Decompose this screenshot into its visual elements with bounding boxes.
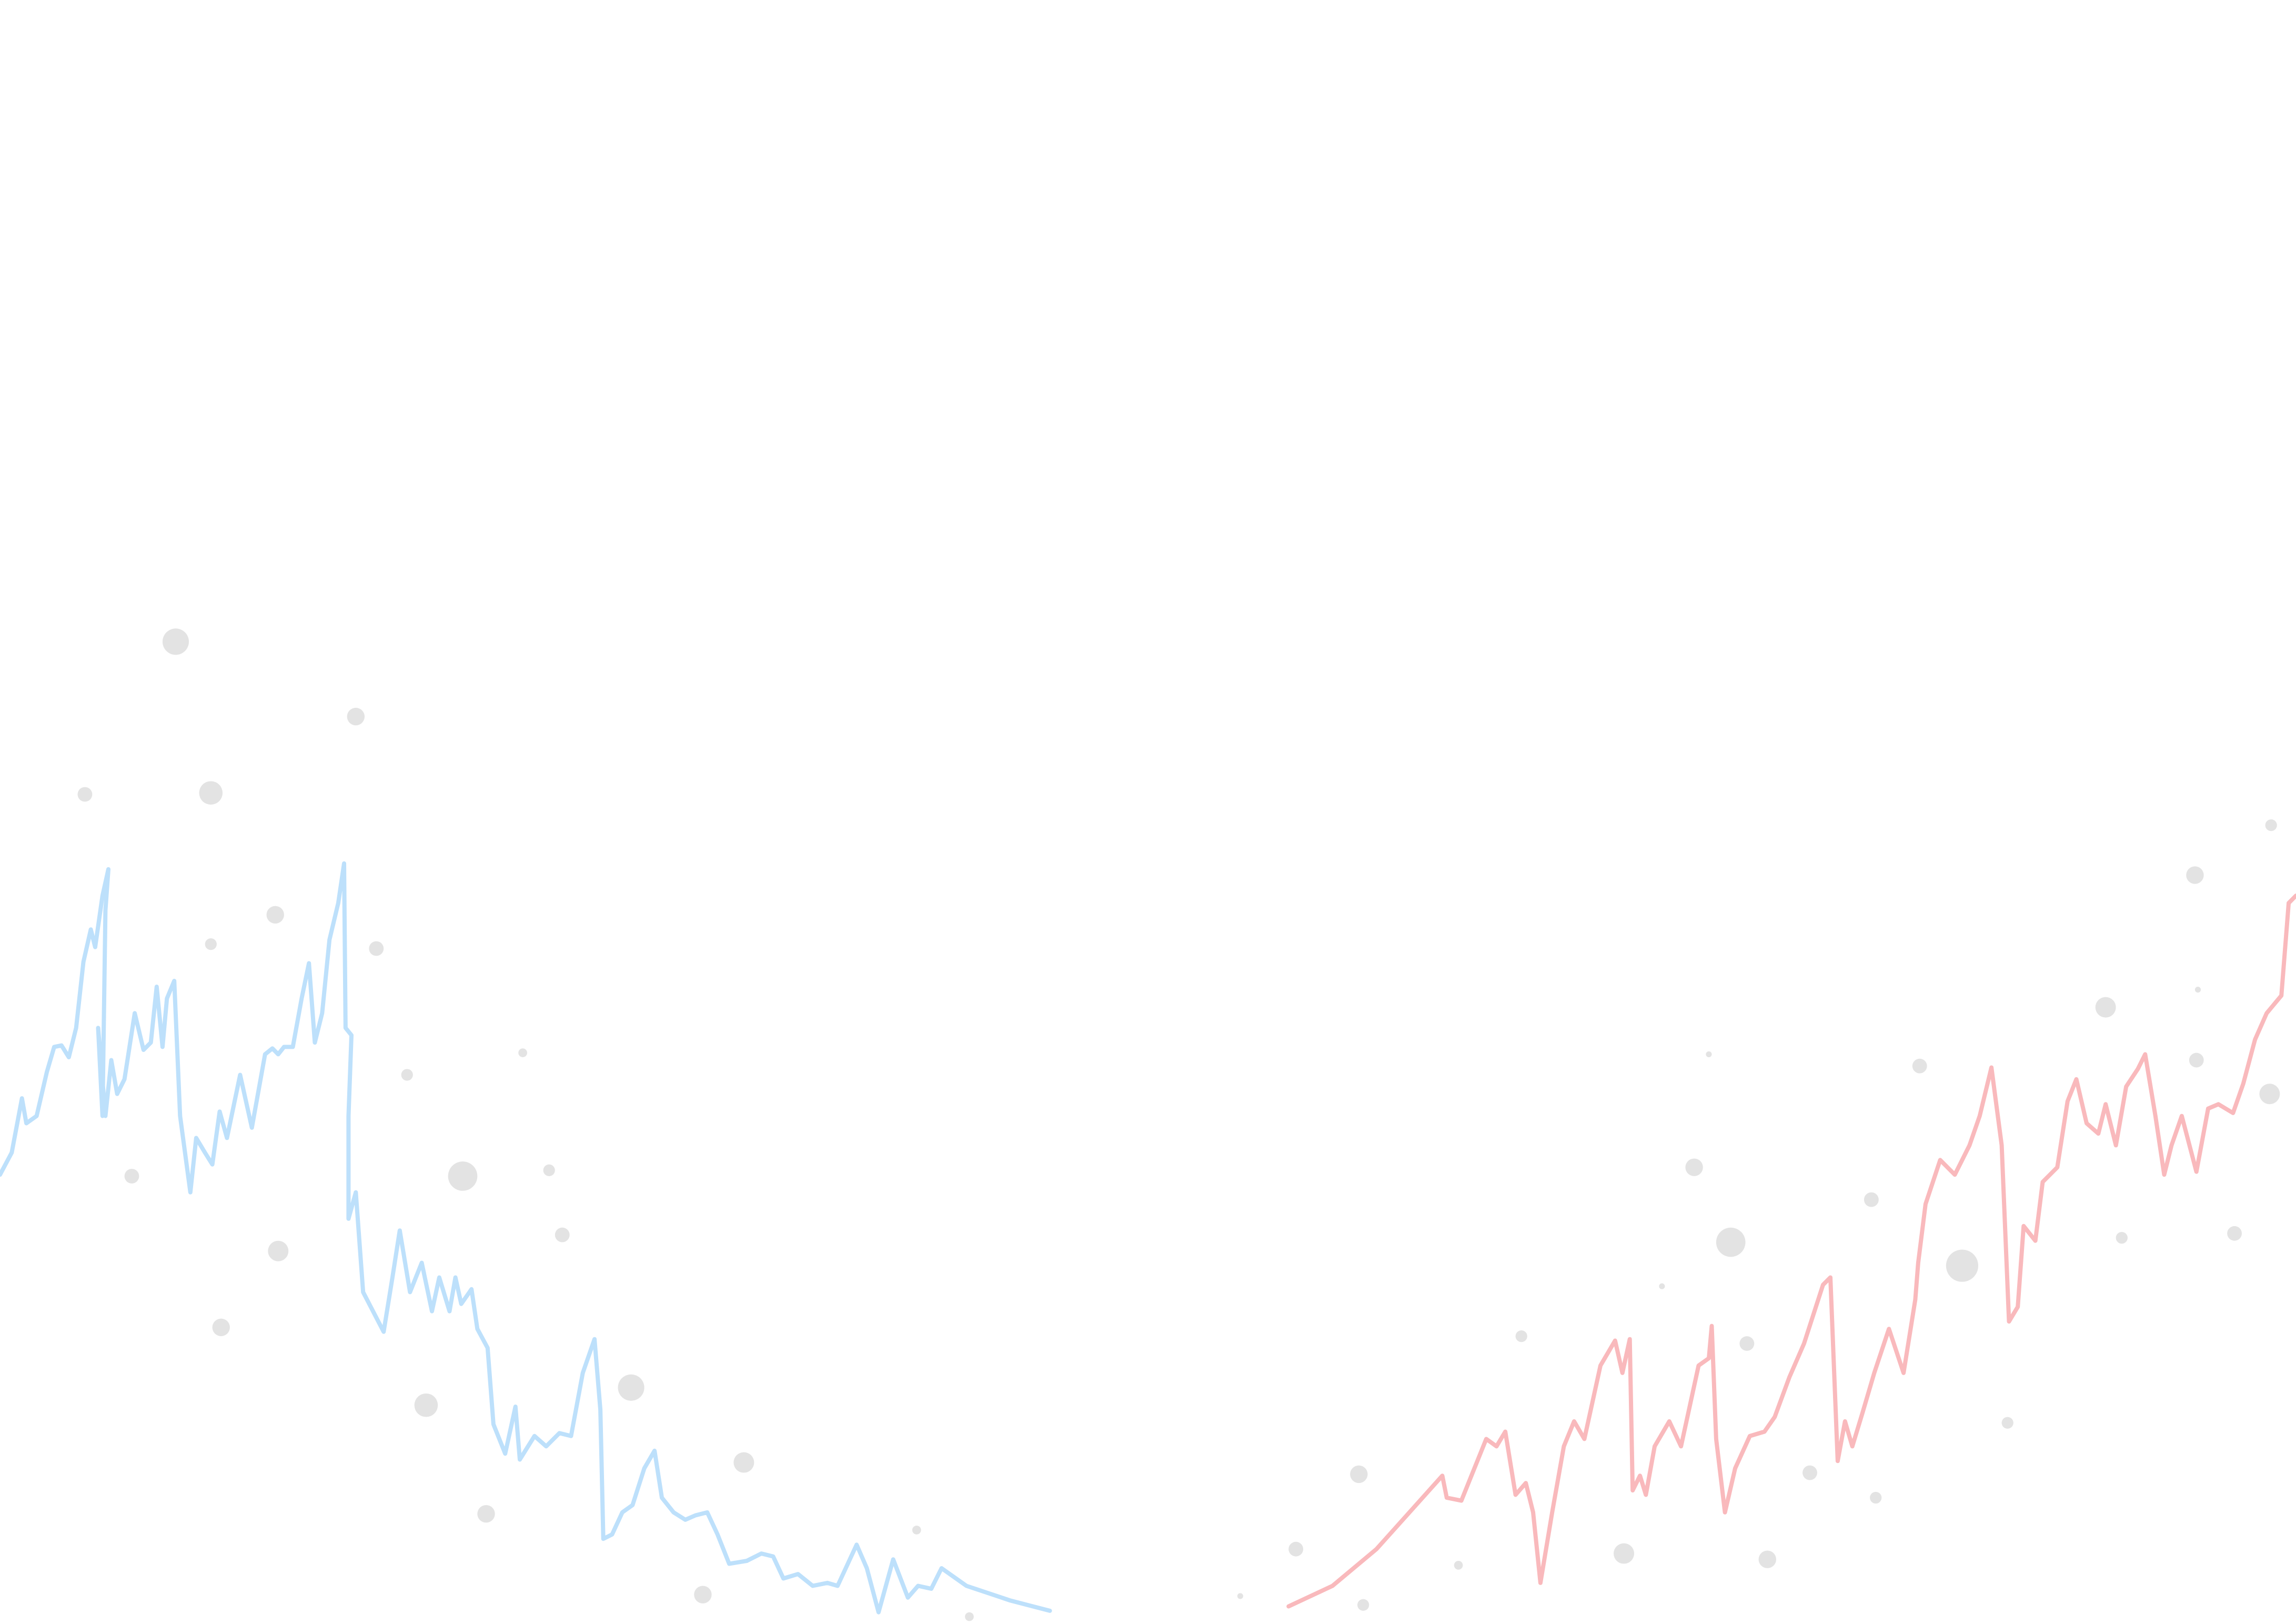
dot [1614, 1543, 1635, 1564]
dot [2095, 997, 2116, 1018]
dot [2194, 987, 2201, 993]
dot [347, 707, 365, 726]
dot [1739, 1336, 1755, 1351]
dot [694, 1586, 712, 1603]
dot [965, 1612, 974, 1621]
dot [77, 787, 93, 802]
dot [401, 1069, 413, 1081]
dot [912, 1526, 921, 1535]
dot [733, 1452, 754, 1473]
dot [1946, 1249, 1979, 1282]
dot [448, 1161, 478, 1191]
dot [543, 1164, 555, 1176]
dot [2116, 1232, 2128, 1244]
trend-line [0, 861, 1052, 1615]
dot [1350, 1465, 1368, 1483]
dot [1515, 1330, 1527, 1342]
dot [555, 1227, 570, 1242]
dot [266, 906, 284, 924]
dot [369, 941, 384, 956]
dot [1758, 1550, 1776, 1568]
dot [1237, 1593, 1243, 1599]
dot [2259, 1084, 2280, 1105]
dot [1288, 1541, 1304, 1557]
dot [1357, 1599, 1369, 1611]
dot [1716, 1227, 1746, 1257]
trend-line [1286, 894, 2296, 1609]
dot [1706, 1051, 1712, 1057]
dot [2265, 819, 2277, 831]
dot [1454, 1561, 1463, 1570]
dot [1659, 1283, 1665, 1289]
dot [2186, 866, 2204, 884]
dot [162, 628, 189, 655]
dot [518, 1048, 527, 1057]
dot [618, 1374, 645, 1401]
dot [124, 1169, 139, 1184]
dot [2001, 1417, 2013, 1429]
dot [268, 1240, 289, 1261]
dot [2227, 1226, 2242, 1241]
dot [199, 781, 223, 805]
dot [414, 1393, 438, 1417]
dot [212, 1318, 230, 1337]
dot [1870, 1491, 1882, 1504]
dot [2189, 1052, 2204, 1068]
dot [477, 1505, 495, 1523]
dot [1864, 1192, 1879, 1207]
dot [1912, 1058, 1927, 1074]
dot [1685, 1158, 1703, 1176]
dot [205, 938, 217, 950]
dot [1802, 1465, 1817, 1480]
